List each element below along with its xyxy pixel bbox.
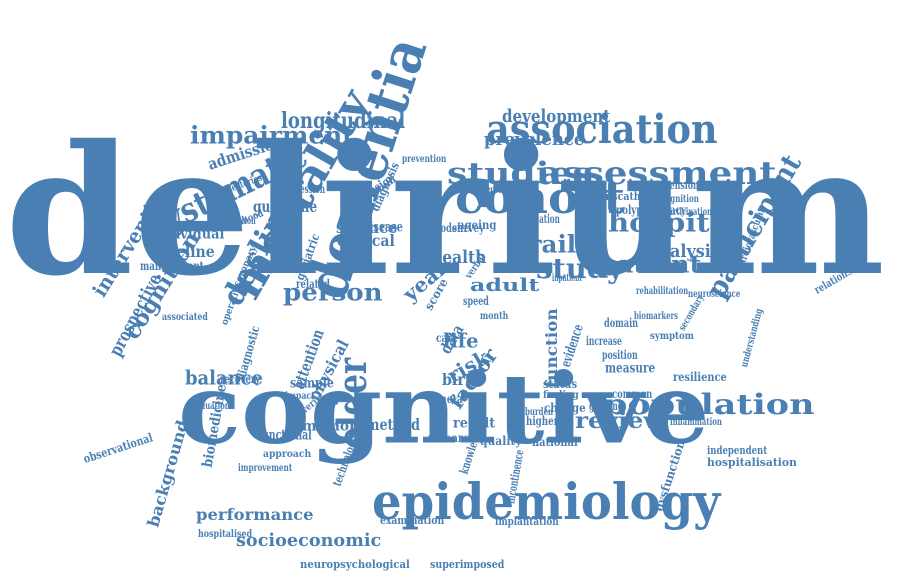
cloud-word-prevention: prevention	[402, 153, 447, 165]
cloud-word-evaluation: evaluation	[190, 400, 230, 412]
cloud-word-common: common	[612, 387, 653, 402]
cloud-word-associated: associated	[162, 311, 208, 323]
cloud-word-impairment: impairment	[190, 120, 354, 150]
cloud-word-implantation: implantation	[495, 514, 559, 528]
cloud-word-neuroscience: neuroscience	[688, 288, 741, 300]
cloud-word-measure: measure	[605, 360, 656, 377]
cloud-word-care: care	[436, 331, 459, 346]
cloud-word-hospitalisation: hospitalisation	[707, 455, 797, 469]
cloud-word-education: education	[520, 212, 560, 227]
cloud-word-neuropsychological: neuropsychological	[300, 557, 410, 571]
cloud-word-ageing: ageing	[458, 218, 497, 233]
cloud-word-finding: finding	[543, 389, 579, 401]
cloud-word-approach: approach	[263, 448, 312, 460]
cloud-word-studies: studies	[447, 156, 593, 192]
cloud-word-rehabilitation: rehabilitation	[636, 285, 689, 297]
cloud-word-frailty: frailty	[518, 229, 602, 259]
cloud-word-speed: speed	[463, 294, 489, 309]
cloud-word-memory: memory	[302, 418, 365, 435]
cloud-word-patient: patient	[599, 249, 702, 279]
cloud-word-review: review	[575, 407, 665, 434]
cloud-word-resilience: resilience	[673, 370, 727, 385]
cloud-word-background: background	[143, 417, 193, 530]
cloud-word-epidemiology: epidemiology	[372, 472, 721, 531]
cloud-word-research: research	[428, 431, 477, 446]
cloud-word-national: national	[532, 435, 578, 450]
cloud-word-longitudinal: longitudinal	[281, 107, 406, 134]
cloud-word-previous: previous	[628, 256, 668, 268]
cloud-word-inpatient: inpatient	[552, 272, 583, 284]
cloud-word-assessment: assessment	[538, 153, 777, 192]
cloud-word-person: person	[283, 277, 383, 307]
cloud-word-adult: adult	[470, 275, 540, 297]
cloud-word-meta: meta	[437, 392, 463, 407]
cloud-word-socioeconomic: socioeconomic	[236, 530, 382, 552]
cloud-word-result: result	[453, 415, 496, 432]
cloud-word-transcatheter: transcatheter	[590, 189, 662, 203]
cloud-word-sample: sample	[290, 375, 334, 392]
cloud-word-cohort: cohort	[455, 172, 625, 224]
cloud-word-superimposed: superimposed	[430, 557, 505, 571]
cloud-word-population: population	[603, 388, 815, 422]
cloud-word-impact: impact	[285, 390, 315, 402]
cloud-word-quality: quality	[480, 434, 522, 449]
cloud-word-baseline: baseline	[149, 241, 215, 261]
cloud-word-improvement: improvement	[238, 462, 293, 474]
cloud-word-participation: participation	[664, 206, 712, 218]
cloud-word-management: management	[140, 259, 204, 274]
cloud-word-survey: survey	[452, 221, 485, 236]
cloud-word-development: development	[502, 106, 611, 128]
cloud-word-subsequent: subsequent	[466, 184, 511, 196]
cloud-word-function: function	[541, 308, 561, 388]
cloud-word-model: model	[432, 221, 461, 236]
cloud-word-delirium: delirium	[5, 106, 886, 316]
cloud-word-regression: regression	[283, 182, 326, 197]
cloud-word-hospitalised: hospitalised	[198, 528, 253, 540]
cloud-word-understanding: understanding	[739, 307, 766, 369]
cloud-word-birth: birth	[442, 369, 482, 389]
cloud-word-recovery: recovery	[220, 372, 261, 387]
cloud-word-individual: individual	[152, 226, 225, 243]
cloud-word-functional: functional	[258, 427, 312, 444]
cloud-word-biomarkers: biomarkers	[634, 310, 678, 322]
cloud-word-symptom: symptom	[650, 330, 694, 342]
cloud-word-related: related	[296, 277, 330, 292]
cloud-word-status: status	[543, 377, 578, 392]
cloud-word-observational: observational	[81, 430, 155, 467]
cloud-word-inflammation: inflammation	[670, 416, 722, 428]
cloud-word-health: health	[431, 247, 487, 269]
cloud-word-science: science	[336, 217, 398, 237]
cloud-word-disease: disease	[363, 219, 403, 236]
cloud-word-polyphagmacy: polyphagmacy	[616, 203, 686, 218]
cloud-word-balance: balance	[185, 365, 263, 390]
cloud-word-performance: performance	[196, 504, 314, 524]
cloud-word-association: association	[486, 106, 718, 154]
cloud-word-recognition: recognition	[653, 193, 699, 205]
cloud-word-cognitive: cognitive	[178, 352, 710, 466]
cloud-word-analysis: analysis	[648, 241, 720, 263]
cloud-word-study: study	[536, 252, 624, 286]
cloud-word-hypertension: hypertension	[641, 178, 699, 192]
cloud-word-domain: domain	[604, 316, 639, 331]
cloud-word-increase: increase	[586, 334, 622, 349]
cloud-word-burden: burden	[525, 406, 554, 418]
cloud-word-life: life	[443, 328, 479, 353]
cloud-word-higher: higher	[526, 414, 559, 429]
cloud-word-grafting: grafting	[589, 399, 623, 414]
cloud-word-examination: examination	[380, 513, 445, 527]
cloud-word-independent: independent	[707, 443, 768, 457]
cloud-word-medication: medication	[216, 215, 256, 227]
cloud-word-clinical: clinical	[337, 230, 395, 250]
cloud-word-method: method	[366, 414, 420, 434]
cloud-word-guideline: guideline	[253, 196, 318, 216]
cloud-word-month: month	[480, 310, 509, 322]
cloud-word-prevalence: prevalence	[484, 129, 585, 151]
cloud-word-position: position	[602, 348, 638, 363]
cloud-word-change: change	[544, 401, 586, 416]
cloud-word-hospital: hospital	[608, 208, 740, 239]
